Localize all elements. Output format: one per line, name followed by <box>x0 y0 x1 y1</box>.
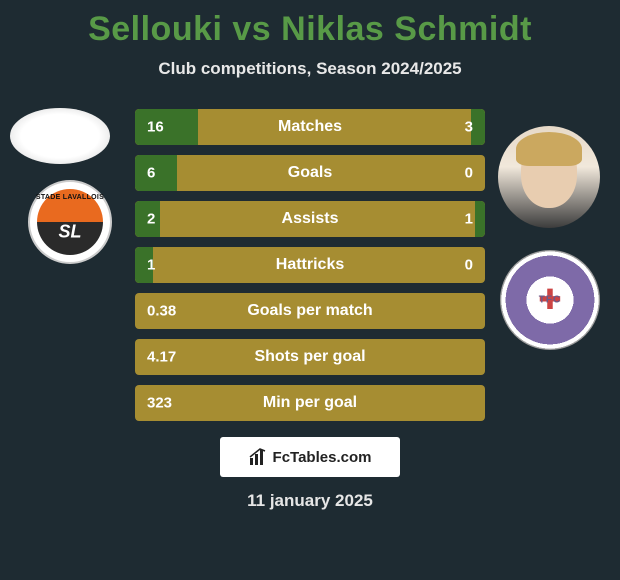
page-title: Sellouki vs Niklas Schmidt <box>0 0 620 49</box>
stat-label: Hattricks <box>276 256 344 274</box>
stats-container: 16 3 Matches 6 0 Goals 2 1 Assists 1 0 Hattricks 0.3… <box>0 109 620 421</box>
stat-row: 4.17 Shots per goal <box>135 339 485 375</box>
date-label: 11 january 2025 <box>0 491 620 511</box>
stat-value-left: 0.38 <box>147 303 176 320</box>
stat-value-left: 2 <box>147 211 155 228</box>
stat-value-right: 3 <box>465 119 473 136</box>
stat-row: 1 0 Hattricks <box>135 247 485 283</box>
stat-row: 0.38 Goals per match <box>135 293 485 329</box>
stat-label: Goals <box>288 164 332 182</box>
stat-label: Shots per goal <box>254 348 365 366</box>
bars-icon <box>249 448 267 466</box>
stat-bar-left <box>135 155 177 191</box>
stat-label: Matches <box>278 118 342 136</box>
stat-value-left: 16 <box>147 119 164 136</box>
stat-value-left: 4.17 <box>147 349 176 366</box>
stat-row: 323 Min per goal <box>135 385 485 421</box>
stat-value-right: 0 <box>465 257 473 274</box>
stat-value-left: 6 <box>147 165 155 182</box>
stat-value-right: 1 <box>465 211 473 228</box>
stat-label: Assists <box>282 210 339 228</box>
stat-label: Goals per match <box>247 302 372 320</box>
fctables-watermark: FcTables.com <box>220 437 400 477</box>
stat-bar-left <box>135 109 198 145</box>
stat-label: Min per goal <box>263 394 357 412</box>
stat-row: 6 0 Goals <box>135 155 485 191</box>
fctables-label: FcTables.com <box>273 449 372 466</box>
stat-row: 16 3 Matches <box>135 109 485 145</box>
stat-value-right: 0 <box>465 165 473 182</box>
stat-bar-right <box>475 201 486 237</box>
stat-bar-right <box>471 109 485 145</box>
stat-value-left: 323 <box>147 395 172 412</box>
stat-row: 2 1 Assists <box>135 201 485 237</box>
page-subtitle: Club competitions, Season 2024/2025 <box>0 59 620 79</box>
stat-value-left: 1 <box>147 257 155 274</box>
